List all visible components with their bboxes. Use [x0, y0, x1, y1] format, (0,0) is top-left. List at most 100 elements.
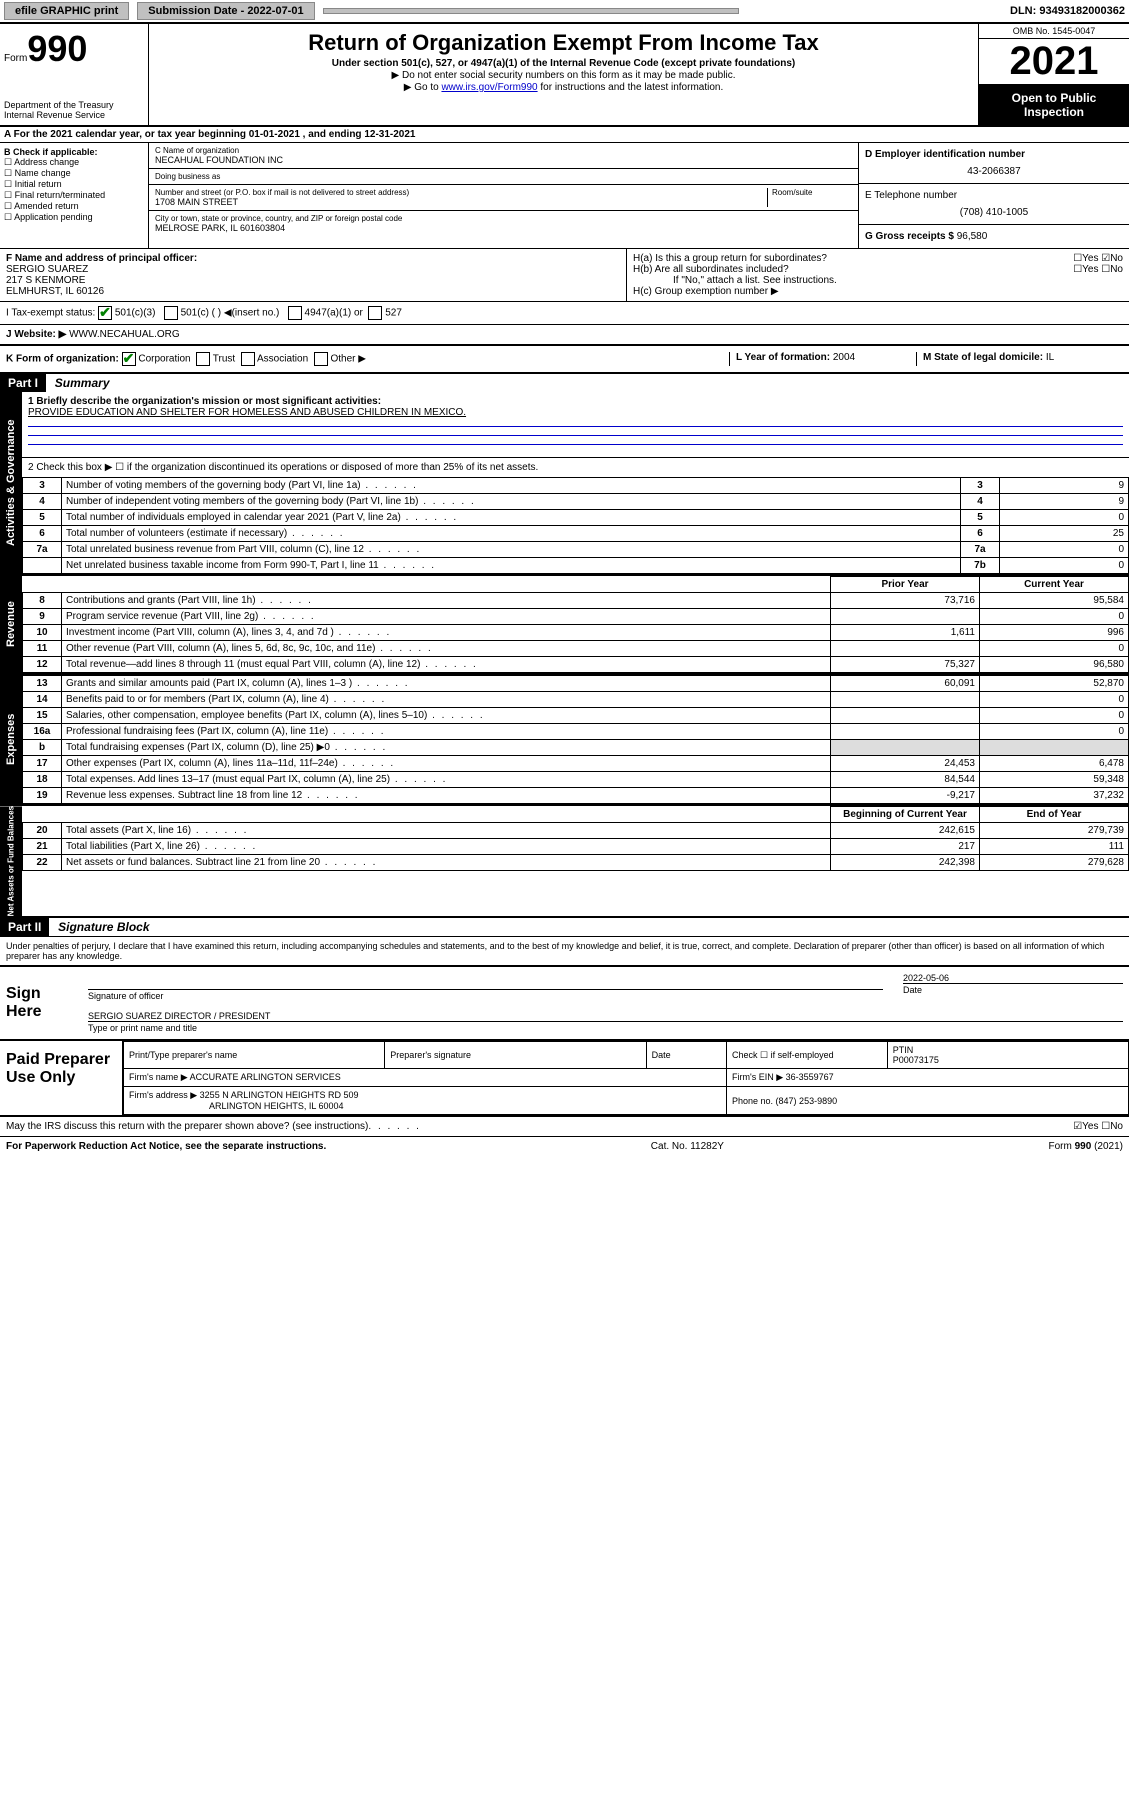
table-row: 4Number of independent voting members of…: [23, 494, 1129, 510]
b-opt-address[interactable]: ☐ Address change: [4, 157, 144, 168]
dots: [368, 1121, 421, 1132]
b-opt-pending[interactable]: ☐ Application pending: [4, 212, 144, 223]
discuss-yesno[interactable]: ☑Yes ☐No: [1073, 1121, 1123, 1132]
dba-cell: Doing business as: [149, 169, 858, 185]
pp-self-employed[interactable]: Check ☐ if self-employed: [732, 1050, 834, 1060]
prior-year-header: Prior Year: [831, 577, 980, 593]
firm-name-label: Firm's name ▶: [129, 1072, 188, 1082]
row-klm: K Form of organization: Corporation Trus…: [0, 346, 1129, 374]
ha-yesno[interactable]: ☐Yes ☑No: [1073, 253, 1123, 264]
q1-label: 1 Briefly describe the organization's mi…: [28, 396, 1123, 407]
city-label: City or town, state or province, country…: [155, 214, 852, 223]
header-right: OMB No. 1545-0047 2021 Open to Public In…: [979, 24, 1129, 125]
city-state-zip: MELROSE PARK, IL 601603804: [155, 223, 852, 233]
declaration-text: Under penalties of perjury, I declare th…: [0, 936, 1129, 965]
open-to-public: Open to Public Inspection: [979, 85, 1129, 125]
b-opt-name[interactable]: ☐ Name change: [4, 168, 144, 179]
table-row: 6Total number of volunteers (estimate if…: [23, 526, 1129, 542]
l-year: L Year of formation: 2004: [729, 352, 916, 366]
part-i-title: Summary: [49, 374, 116, 392]
discuss-label: May the IRS discuss this return with the…: [6, 1121, 368, 1132]
ha-row: H(a) Is this a group return for subordin…: [633, 253, 1123, 264]
b-opt-final[interactable]: ☐ Final return/terminated: [4, 190, 144, 201]
chk-trust[interactable]: [196, 352, 210, 366]
chk-4947[interactable]: [288, 306, 302, 320]
chk-other[interactable]: [314, 352, 328, 366]
firm-phone-label: Phone no.: [732, 1096, 773, 1106]
hb-yesno[interactable]: ☐Yes ☐No: [1073, 264, 1123, 275]
f-label: F Name and address of principal officer:: [6, 253, 620, 264]
form-footer: Form 990 (2021): [1049, 1141, 1123, 1152]
header-left: Form990 Department of the Treasury Inter…: [0, 24, 149, 125]
form-title: Return of Organization Exempt From Incom…: [153, 30, 974, 56]
opt-527: 527: [385, 308, 402, 319]
c-label: C Name of organization: [155, 146, 852, 155]
ein-label: D Employer identification number: [865, 149, 1123, 160]
opt-4947: 4947(a)(1) or: [305, 308, 363, 319]
year-formation: 2004: [833, 352, 855, 363]
current-year-header: Current Year: [980, 577, 1129, 593]
revenue-table: Prior Year Current Year 8Contributions a…: [22, 576, 1129, 673]
c-name-cell: C Name of organization NECAHUAL FOUNDATI…: [149, 143, 858, 169]
table-row: 8Contributions and grants (Part VIII, li…: [23, 593, 1129, 609]
efile-button[interactable]: efile GRAPHIC print: [4, 2, 129, 20]
paid-preparer-label: Paid Preparer Use Only: [0, 1041, 123, 1115]
submission-date-button[interactable]: Submission Date - 2022-07-01: [137, 2, 314, 20]
tax-year: 2021: [979, 39, 1129, 85]
b-opt-amended[interactable]: ☐ Amended return: [4, 201, 144, 212]
chk-501c[interactable]: [164, 306, 178, 320]
e-cell: E Telephone number (708) 410-1005: [859, 184, 1129, 225]
hb-row: H(b) Are all subordinates included? ☐Yes…: [633, 264, 1123, 275]
chk-527[interactable]: [368, 306, 382, 320]
top-bar: efile GRAPHIC print Submission Date - 20…: [0, 0, 1129, 24]
addr-label: Number and street (or P.O. box if mail i…: [155, 188, 767, 197]
officer-addr2: ELMHURST, IL 60126: [6, 286, 620, 297]
opt-501c: 501(c) ( ) ◀(insert no.): [181, 308, 280, 319]
chk-501c3[interactable]: [98, 306, 112, 320]
pra-notice: For Paperwork Reduction Act Notice, see …: [6, 1141, 326, 1152]
table-row: 18Total expenses. Add lines 13–17 (must …: [23, 772, 1129, 788]
table-row: bTotal fundraising expenses (Part IX, co…: [23, 740, 1129, 756]
section-c: C Name of organization NECAHUAL FOUNDATI…: [149, 143, 859, 248]
governance-table: 3Number of voting members of the governi…: [22, 477, 1129, 574]
b-opt-initial[interactable]: ☐ Initial return: [4, 179, 144, 190]
table-row: 19Revenue less expenses. Subtract line 1…: [23, 788, 1129, 804]
instructions-link[interactable]: www.irs.gov/Form990: [441, 82, 537, 93]
firm-ein-label: Firm's EIN ▶: [732, 1072, 783, 1082]
ag-body: 1 Briefly describe the organization's mi…: [22, 392, 1129, 574]
dba-label: Doing business as: [155, 172, 852, 181]
i-status: I Tax-exempt status: 501(c)(3) 501(c) ( …: [0, 302, 1129, 324]
sign-here-block: Sign Here Signature of officer 2022-05-0…: [0, 965, 1129, 1041]
room-suite: Room/suite: [767, 188, 852, 207]
org-name: NECAHUAL FOUNDATION INC: [155, 155, 852, 165]
ptin-value: P00073175: [893, 1055, 1123, 1065]
pp-sig-hdr: Preparer's signature: [390, 1050, 471, 1060]
table-row: Net unrelated business taxable income fr…: [23, 558, 1129, 574]
firm-phone: (847) 253-9890: [776, 1096, 838, 1106]
side-tab-netassets: Net Assets or Fund Balances: [0, 806, 22, 916]
date-label: Date: [903, 983, 1123, 995]
j-label: J Website: ▶: [6, 329, 66, 340]
part-i-header-row: Part I Summary: [0, 374, 1129, 392]
section-deg: D Employer identification number 43-2066…: [859, 143, 1129, 248]
row-fh: F Name and address of principal officer:…: [0, 249, 1129, 302]
net-assets-section: Net Assets or Fund Balances Beginning of…: [0, 806, 1129, 918]
street-address: 1708 MAIN STREET: [155, 197, 767, 207]
table-row: 15Salaries, other compensation, employee…: [23, 708, 1129, 724]
j-website: J Website: ▶ WWW.NECAHUAL.ORG: [0, 325, 1129, 344]
mission-text: PROVIDE EDUCATION AND SHELTER FOR HOMELE…: [28, 407, 1123, 418]
subtitle-1: Under section 501(c), 527, or 4947(a)(1)…: [153, 58, 974, 69]
side-tab-activities: Activities & Governance: [0, 392, 22, 574]
firm-ein: 36-3559767: [786, 1072, 834, 1082]
g-cell: G Gross receipts $ 96,580: [859, 225, 1129, 248]
form-header: Form990 Department of the Treasury Inter…: [0, 24, 1129, 127]
chk-corp[interactable]: [122, 352, 136, 366]
officer-name: SERGIO SUAREZ: [6, 264, 620, 275]
phone-value: (708) 410-1005: [865, 201, 1123, 218]
part-ii-title: Signature Block: [52, 918, 155, 936]
officer-sig-line[interactable]: Signature of officer: [88, 989, 883, 1001]
ptin-hdr: PTIN: [893, 1045, 1123, 1055]
chk-assoc[interactable]: [241, 352, 255, 366]
expenses-section: Expenses 13Grants and similar amounts pa…: [0, 675, 1129, 806]
form-number: 990: [27, 28, 87, 69]
